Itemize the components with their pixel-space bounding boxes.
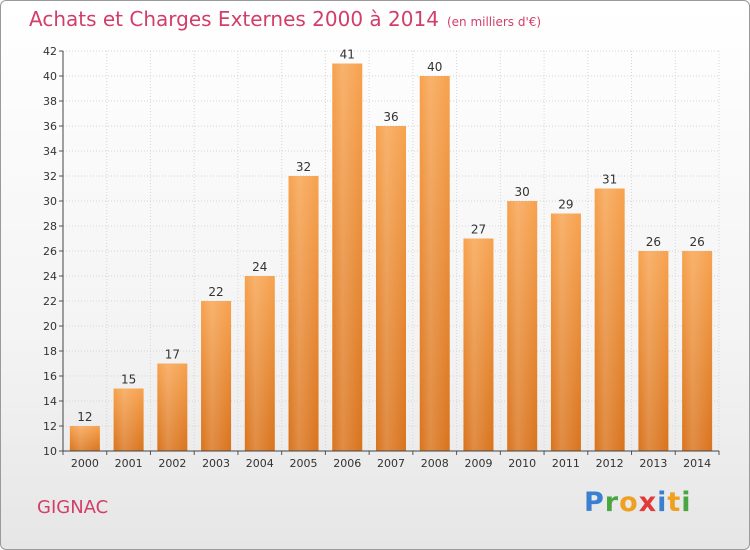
- bar-highlight: [288, 176, 319, 451]
- data-label: 31: [602, 173, 617, 187]
- chart-subtitle: (en milliers d'€): [446, 15, 542, 29]
- x-tick-label: 2008: [421, 457, 449, 470]
- data-label: 41: [340, 48, 355, 62]
- bar-highlight: [157, 363, 188, 451]
- y-tick-label: 32: [43, 170, 57, 183]
- bar-highlight: [376, 126, 406, 451]
- y-tick-label: 28: [43, 220, 57, 233]
- y-tick-label: 42: [43, 45, 57, 58]
- data-label: 27: [471, 223, 486, 237]
- y-tick-label: 12: [43, 420, 57, 433]
- y-tick-label: 26: [43, 245, 57, 258]
- data-label: 24: [252, 260, 267, 274]
- y-tick-label: 34: [43, 145, 57, 158]
- y-tick-label: 14: [43, 395, 57, 408]
- data-label: 22: [208, 285, 223, 299]
- bar-highlight: [419, 76, 450, 451]
- y-tick-label: 18: [43, 345, 57, 358]
- commune-name: GIGNAC: [37, 497, 109, 518]
- logo-letter: i: [681, 487, 692, 518]
- logo-letter: x: [638, 487, 658, 518]
- x-tick-label: 2006: [333, 457, 361, 470]
- proxiti-logo: Proxiti: [584, 487, 692, 518]
- bar-highlight: [638, 251, 669, 451]
- x-tick-label: 2014: [683, 457, 711, 470]
- x-tick-label: 2003: [202, 457, 230, 470]
- data-labels: 12 15 17 22 24 32 41 36 40 27 30 29 31 26 26: [77, 48, 705, 425]
- bar-highlight: [244, 276, 275, 451]
- bar-highlight: [550, 213, 581, 451]
- data-label: 29: [558, 198, 573, 212]
- y-tick-label: 20: [43, 320, 57, 333]
- bar-highlight: [507, 201, 538, 451]
- x-tick-label: 2012: [596, 457, 624, 470]
- bar-highlight: [201, 301, 232, 451]
- x-tick-label: 2007: [377, 457, 405, 470]
- y-tick-label: 40: [43, 70, 57, 83]
- x-tick-label: 2000: [71, 457, 99, 470]
- y-tick-label: 10: [43, 445, 57, 458]
- x-tick-label: 2010: [508, 457, 536, 470]
- data-label: 40: [427, 60, 442, 74]
- data-label: 26: [646, 235, 661, 249]
- bar-highlight: [682, 251, 713, 451]
- x-tick-label: 2005: [290, 457, 318, 470]
- chart-title: Achats et Charges Externes 2000 à 2014 (e…: [29, 7, 542, 31]
- data-label: 36: [383, 110, 398, 124]
- logo-letter: P: [584, 487, 605, 518]
- bar-highlight: [463, 238, 494, 451]
- data-label: 30: [515, 185, 530, 199]
- x-tick-label: 2002: [158, 457, 186, 470]
- logo-letter: i: [657, 487, 668, 518]
- x-tick-label: 2009: [464, 457, 492, 470]
- bar-highlight: [69, 426, 100, 451]
- bar-highlight: [332, 63, 363, 451]
- y-tick-label: 24: [43, 270, 57, 283]
- axes: 10 12 14 16 18 20 22 24 26 28 30 32 34 36 38 40 42 2000 20…: [43, 45, 720, 470]
- logo-letter: o: [619, 487, 639, 518]
- data-label: 32: [296, 160, 311, 174]
- logo-letter: r: [604, 487, 620, 518]
- y-tick-label: 22: [43, 295, 57, 308]
- logo-letter: t: [667, 487, 682, 518]
- bar-highlight: [594, 188, 625, 451]
- data-label: 15: [121, 373, 136, 387]
- y-tick-label: 16: [43, 370, 57, 383]
- x-tick-label: 2011: [552, 457, 580, 470]
- bar-highlight: [113, 388, 144, 451]
- y-tick-label: 36: [43, 120, 57, 133]
- data-label: 17: [165, 348, 180, 362]
- x-tick-label: 2004: [246, 457, 274, 470]
- x-tick-label: 2001: [115, 457, 143, 470]
- data-label: 26: [689, 235, 704, 249]
- data-label: 12: [77, 410, 92, 424]
- x-tick-label: 2013: [639, 457, 667, 470]
- bars: [69, 63, 713, 451]
- y-tick-label: 38: [43, 95, 57, 108]
- y-tick-label: 30: [43, 195, 57, 208]
